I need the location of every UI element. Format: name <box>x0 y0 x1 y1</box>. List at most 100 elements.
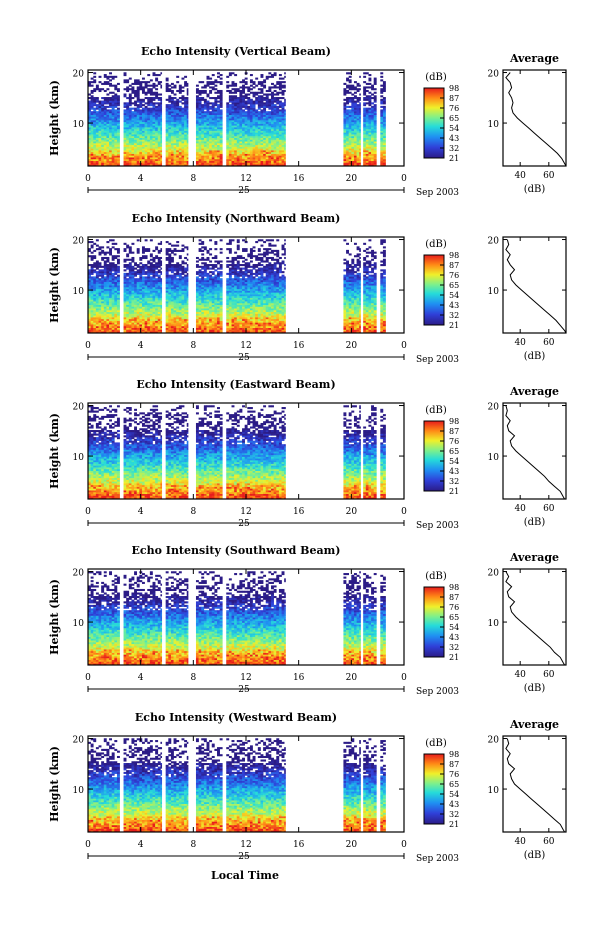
heatmap-cell <box>126 121 130 124</box>
heatmap-cell <box>126 107 130 110</box>
heatmap-cell <box>186 148 189 151</box>
heatmap-cell <box>101 294 105 297</box>
heatmap-cell <box>170 287 174 290</box>
heatmap-cell <box>116 295 120 298</box>
average-xlabel: (dB) <box>524 184 546 195</box>
heatmap-cell <box>128 132 132 135</box>
heatmap-cell <box>170 127 174 130</box>
heatmap-cell <box>276 130 280 133</box>
heatmap-cell <box>252 130 256 133</box>
heatmap-cell <box>141 301 145 304</box>
heatmap-cell <box>209 151 213 154</box>
heatmap-cell <box>114 313 118 316</box>
heatmap-cell <box>170 141 174 144</box>
heatmap-cell <box>168 311 172 314</box>
heatmap-cell <box>109 274 112 277</box>
heatmap-cell <box>186 82 189 85</box>
heatmap-cell <box>195 121 199 124</box>
heatmap-cell <box>368 86 372 89</box>
heatmap-cell <box>281 116 285 119</box>
heatmap-cell <box>214 151 218 154</box>
heatmap-cell <box>255 127 259 130</box>
heatmap-cell <box>116 327 120 330</box>
heatmap-cell <box>219 134 223 137</box>
heatmap-cell <box>103 251 107 254</box>
heatmap-cell <box>128 331 132 334</box>
heatmap-cell <box>128 77 132 80</box>
heatmap-cell <box>382 141 386 144</box>
heatmap-cell <box>211 104 215 107</box>
heatmap-cell <box>128 248 132 251</box>
heatmap-cell <box>136 271 140 274</box>
heatmap-cell <box>226 143 230 146</box>
heatmap-cell <box>160 278 163 281</box>
heatmap-cell <box>116 311 120 314</box>
heatmap-cell <box>131 327 135 330</box>
heatmap-cell <box>155 112 159 116</box>
heatmap-cell <box>123 121 127 124</box>
heatmap-cell <box>247 146 251 149</box>
heatmap-cell <box>351 105 355 108</box>
heatmap-cell <box>141 327 145 330</box>
heatmap-cell <box>209 135 213 139</box>
heatmap-cell <box>201 89 205 93</box>
heatmap-cell <box>359 160 361 163</box>
heatmap-cell <box>141 331 145 334</box>
heatmap-cell <box>176 132 180 135</box>
heatmap-cell <box>260 146 264 149</box>
heatmap-cell <box>236 89 240 93</box>
heatmap-cell <box>234 88 238 91</box>
heatmap-cell <box>155 279 159 283</box>
heatmap-cell <box>184 102 188 105</box>
heatmap-cell <box>363 134 367 137</box>
heatmap-cell <box>201 116 205 119</box>
heatmap-cell <box>203 155 207 158</box>
heatmap-cell <box>201 107 205 110</box>
heatmap-cell <box>211 148 215 151</box>
heatmap-cell <box>149 287 153 290</box>
heatmap-cell <box>226 146 230 149</box>
heatmap-cell <box>98 311 102 314</box>
heatmap-cell <box>226 132 230 135</box>
heatmap-cell <box>106 304 110 307</box>
heatmap-cell <box>201 128 205 131</box>
heatmap-cell <box>263 121 267 124</box>
heatmap-cell <box>103 151 107 154</box>
heatmap-cell <box>147 127 151 130</box>
heatmap-cell <box>109 162 112 165</box>
heatmap-cell <box>136 109 140 112</box>
heatmap-cell <box>168 248 172 251</box>
heatmap-cell <box>173 118 177 121</box>
heatmap-cell <box>95 158 99 161</box>
heatmap-cell <box>90 116 94 119</box>
heatmap-cell <box>103 116 107 119</box>
heatmap-cell <box>144 295 148 298</box>
heatmap-cell <box>211 112 215 116</box>
heatmap-cell <box>176 292 180 295</box>
heatmap-cell <box>170 322 174 325</box>
heatmap-cell <box>103 81 107 84</box>
heatmap-cell <box>95 120 99 123</box>
heatmap-cell <box>134 102 138 105</box>
heatmap-cell <box>380 146 384 149</box>
heatmap-cell <box>106 88 110 91</box>
heatmap-cell <box>186 141 189 144</box>
heatmap-cell <box>139 151 143 154</box>
heatmap-cell <box>98 75 102 78</box>
heatmap-cell <box>198 109 202 112</box>
heatmap-cell <box>90 139 94 142</box>
heatmap-cell <box>98 130 102 133</box>
heatmap-cell <box>178 135 182 139</box>
heatmap-cell <box>109 157 112 160</box>
heatmap-cell <box>195 89 199 93</box>
heatmap-cell <box>126 127 130 130</box>
heatmap-cell <box>226 86 230 89</box>
heatmap-cell <box>184 143 188 146</box>
heatmap-cell <box>109 127 112 130</box>
heatmap-cell <box>157 93 161 96</box>
heatmap-cell <box>236 160 240 163</box>
heatmap-cell <box>249 135 253 139</box>
heatmap-cell <box>123 260 127 263</box>
heatmap-cell <box>136 116 140 119</box>
heatmap-cell <box>134 331 138 334</box>
